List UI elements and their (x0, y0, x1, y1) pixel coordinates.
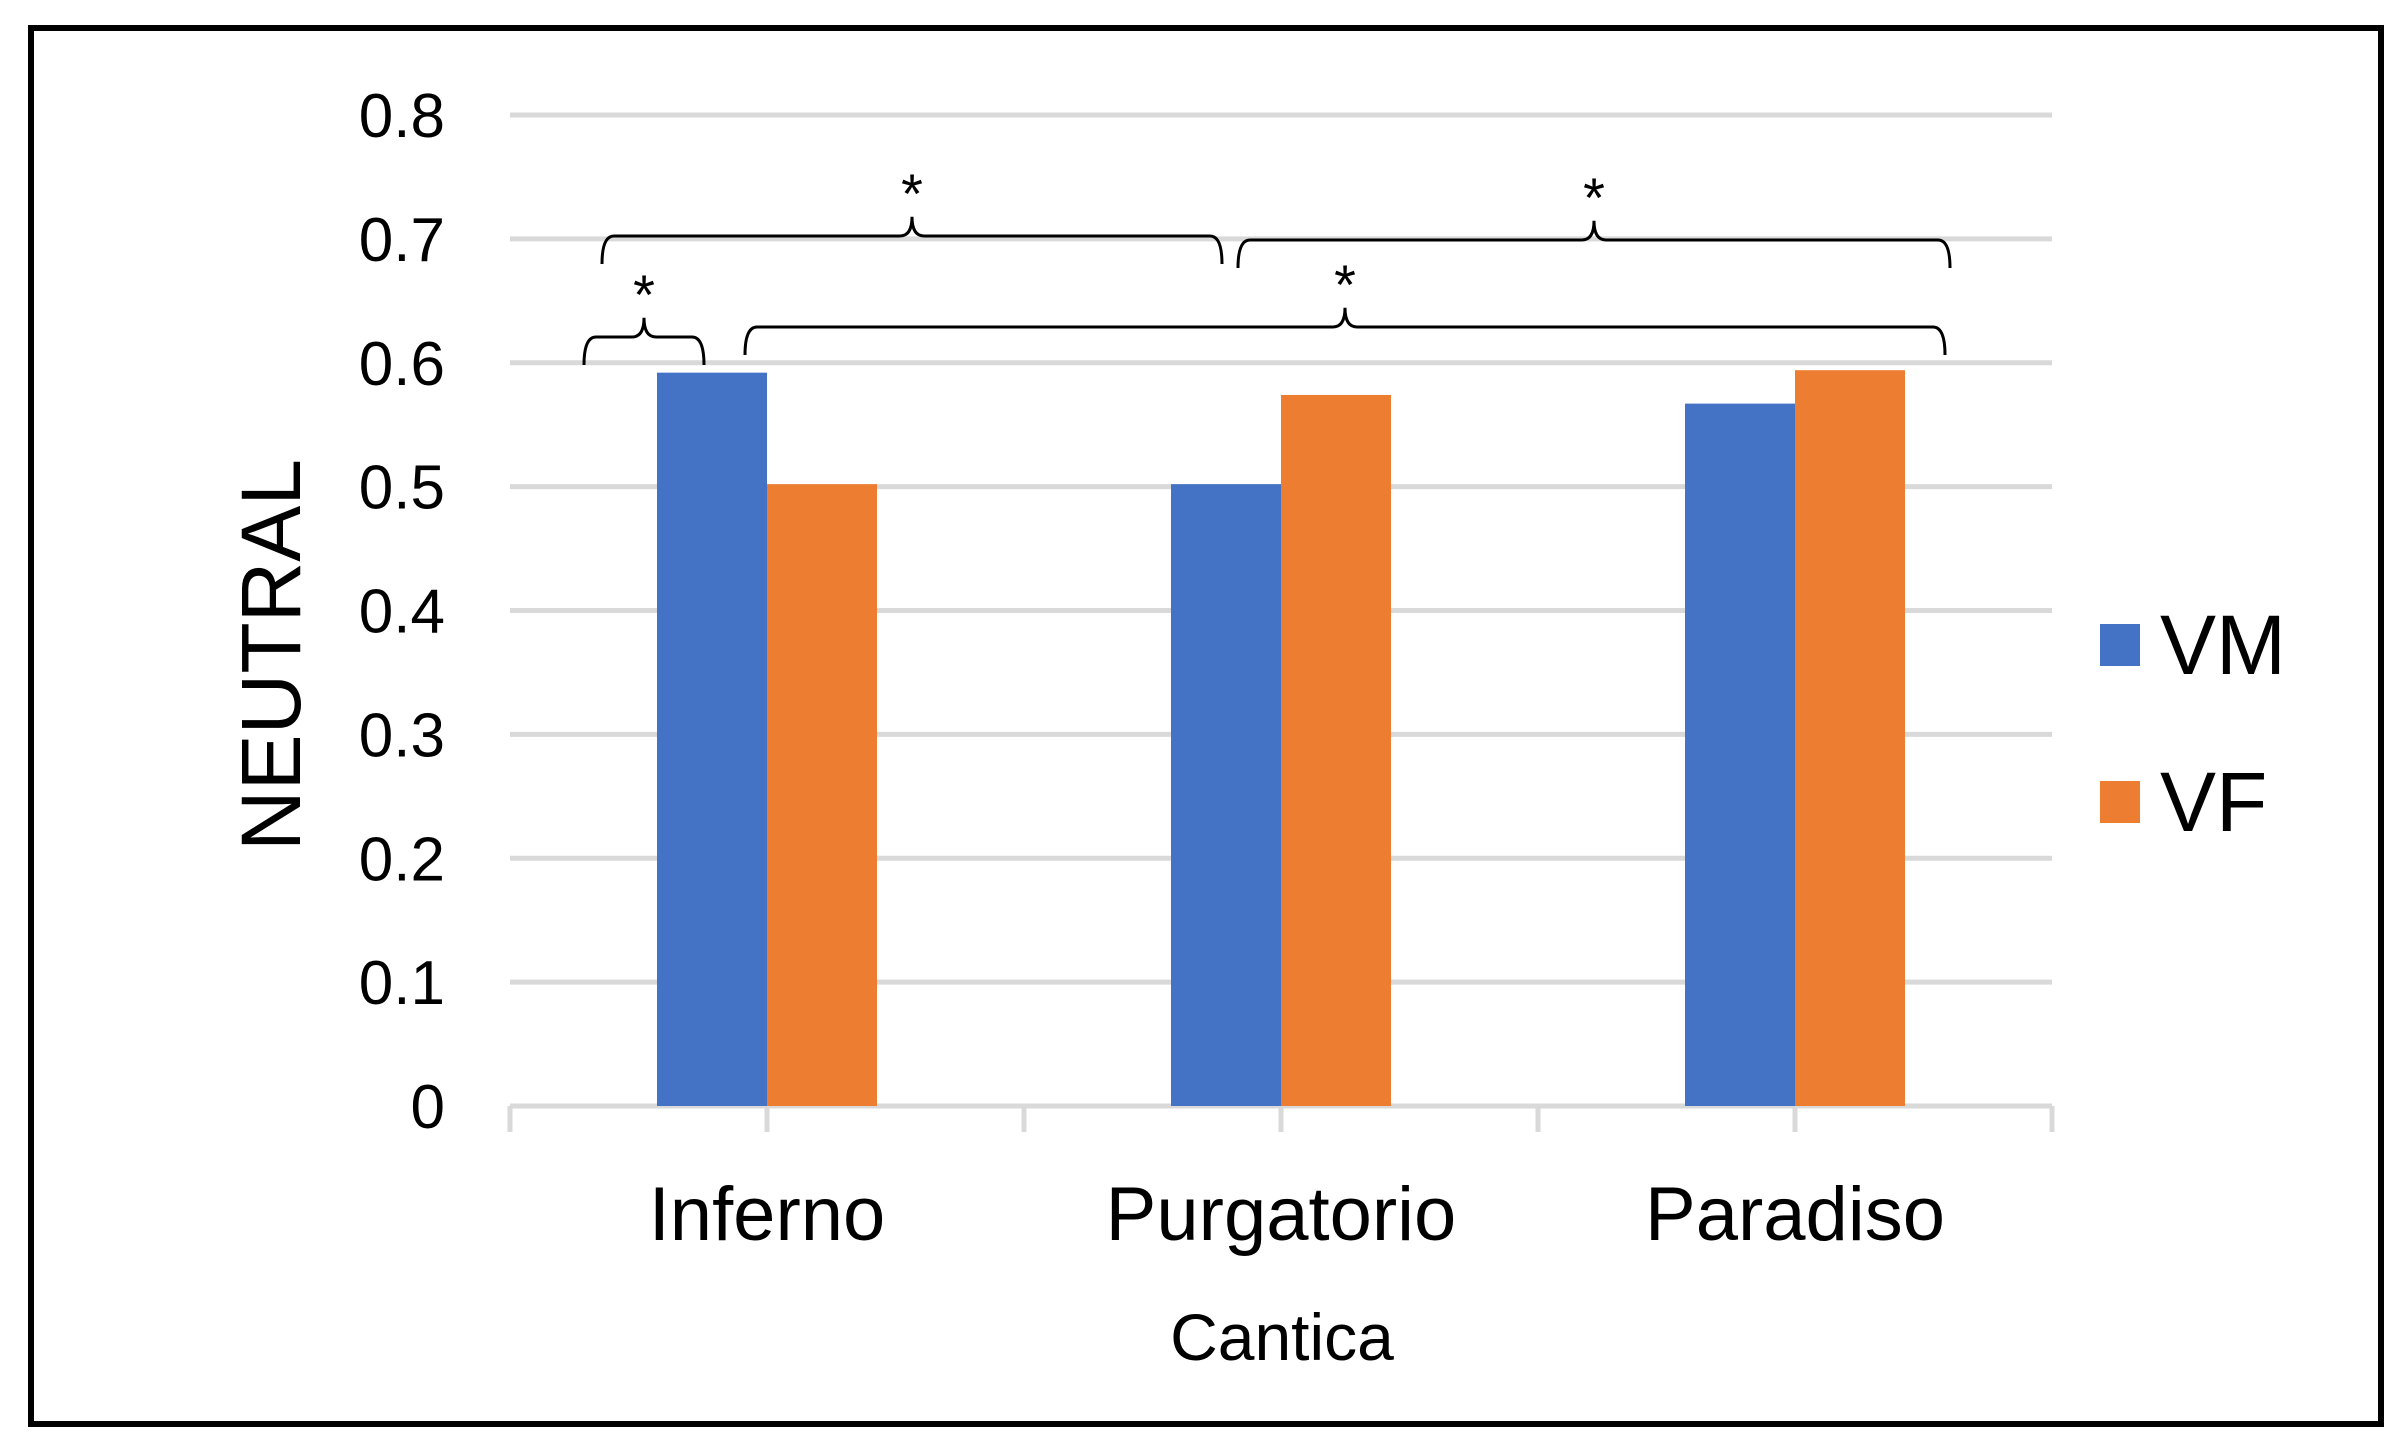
x-axis (507, 1103, 2055, 1132)
bar-vf-inferno (767, 484, 877, 1107)
y-tick-label: 0.2 (359, 825, 445, 894)
significance-star-inferno-vm-vf: * (633, 263, 655, 326)
y-tick-label: 0.5 (359, 454, 445, 523)
category-label-paradiso: Paradiso (1645, 1172, 1945, 1257)
brace-inferno-vm-vf (582, 317, 706, 366)
significance-star-inferno-paradiso-vf: * (1334, 253, 1356, 316)
significance-annotations: * * * * (582, 162, 1952, 366)
legend-label-vf: VF (2160, 755, 2267, 849)
significance-star-purgatorio-paradiso: * (1583, 166, 1605, 229)
y-tick-label: 0.1 (359, 949, 445, 1018)
brace-inferno-paradiso-vf (743, 307, 1947, 356)
y-tick-label: 0.8 (359, 82, 445, 151)
y-tick-label: 0.6 (359, 330, 445, 399)
significance-star-inferno-purgatorio: * (901, 162, 923, 225)
bar-vf-paradiso (1795, 370, 1905, 1106)
category-label-inferno: Inferno (649, 1172, 886, 1257)
category-label-purgatorio: Purgatorio (1106, 1172, 1457, 1257)
bar-vm-paradiso (1685, 403, 1795, 1106)
legend-swatch-vm (2100, 624, 2140, 666)
legend: VM VF (2100, 598, 2286, 849)
brace-purgatorio-paradiso (1236, 220, 1952, 269)
y-tick-label: 0.3 (359, 701, 445, 770)
bars (657, 370, 1905, 1107)
bar-vf-purgatorio (1281, 394, 1391, 1106)
y-axis-title: NEUTRAL (224, 459, 318, 851)
category-labels: Inferno Purgatorio Paradiso (649, 1172, 1945, 1257)
legend-swatch-vf (2100, 781, 2140, 823)
x-axis-title: Cantica (1170, 1300, 1394, 1374)
legend-label-vm: VM (2160, 598, 2286, 692)
bar-vm-purgatorio (1171, 484, 1281, 1107)
y-tick-label: 0.4 (359, 578, 445, 647)
y-tick-label: 0.7 (359, 206, 445, 275)
y-axis-ticks: 0 0.1 0.2 0.3 0.4 0.5 0.6 0.7 0.8 (359, 82, 445, 1142)
y-tick-label: 0 (411, 1073, 445, 1142)
brace-inferno-purgatorio (600, 216, 1224, 265)
bar-vm-inferno (657, 372, 767, 1106)
